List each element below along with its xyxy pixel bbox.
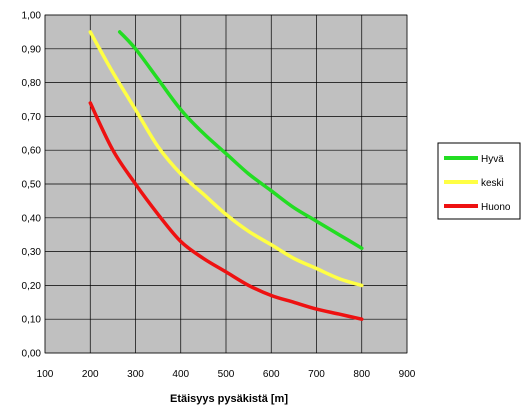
y-tick-label: 0,30 xyxy=(22,247,42,258)
y-tick-label: 0,00 xyxy=(22,349,42,360)
x-tick-label: 900 xyxy=(399,369,416,380)
y-tick-label: 0,80 xyxy=(22,78,42,89)
y-axis-ticks: 0,00 0,10 0,20 0,30 0,40 0,50 0,60 0,70 0,80 0,90… xyxy=(22,11,42,360)
legend-label: keski xyxy=(481,178,504,189)
x-axis-label: Etäisyys pysäkistä [m] xyxy=(170,393,288,405)
y-tick-label: 0,10 xyxy=(22,315,42,326)
x-axis-ticks: 100 200 300 400 500 600 700 800 900 xyxy=(37,369,416,380)
x-tick-label: 700 xyxy=(308,369,325,380)
x-tick-label: 100 xyxy=(37,369,54,380)
x-tick-label: 200 xyxy=(82,369,99,380)
y-tick-label: 0,20 xyxy=(22,281,42,292)
legend: Hyvä keski Huono xyxy=(437,142,521,220)
series-line-hyvä xyxy=(117,30,364,250)
y-tick-label: 0,50 xyxy=(22,180,42,191)
x-tick-label: 400 xyxy=(172,369,189,380)
y-tick-label: 0,70 xyxy=(22,112,42,123)
x-tick-label: 500 xyxy=(218,369,235,380)
x-tick-label: 800 xyxy=(353,369,370,380)
legend-label: Hyvä xyxy=(481,154,504,165)
x-tick-label: 300 xyxy=(127,369,144,380)
y-tick-label: 1,00 xyxy=(22,11,42,22)
legend-label: Huono xyxy=(481,202,511,213)
series-line-keski xyxy=(88,30,364,288)
series-lines xyxy=(88,30,364,321)
y-tick-label: 0,60 xyxy=(22,146,42,157)
y-tick-label: 0,90 xyxy=(22,44,42,55)
y-tick-label: 0,40 xyxy=(22,213,42,224)
x-tick-label: 600 xyxy=(263,369,280,380)
series-line-huono xyxy=(88,101,364,321)
